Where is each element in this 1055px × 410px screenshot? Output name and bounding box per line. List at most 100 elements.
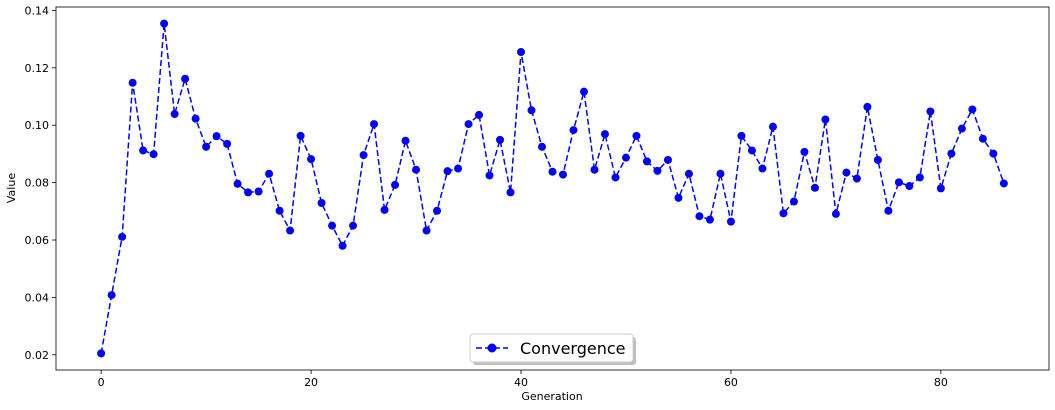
data-point (317, 198, 326, 207)
data-point (328, 221, 337, 230)
data-point (254, 187, 263, 196)
data-point (695, 212, 704, 221)
data-point (422, 226, 431, 235)
data-point (307, 155, 316, 164)
data-point (370, 120, 379, 129)
data-point (380, 205, 389, 214)
data-point (443, 167, 452, 176)
data-point (947, 149, 956, 158)
data-point (160, 19, 169, 28)
data-point (653, 166, 662, 175)
data-point (726, 217, 735, 226)
data-point (202, 142, 211, 151)
data-points (97, 19, 1008, 358)
y-tick-label: 0.06 (25, 234, 50, 247)
data-point (863, 102, 872, 111)
data-point (97, 349, 106, 358)
data-point (286, 226, 295, 235)
legend-marker-sample (487, 343, 497, 353)
data-point (999, 179, 1008, 188)
x-axis-label: Generation (521, 390, 582, 403)
data-point (548, 167, 557, 176)
data-point (968, 105, 977, 114)
data-point (412, 165, 421, 174)
x-tick-label: 0 (98, 376, 105, 389)
data-point (538, 142, 546, 151)
data-point (579, 87, 588, 96)
data-point (454, 164, 463, 173)
data-point (905, 182, 914, 191)
y-tick-label: 0.04 (25, 291, 50, 304)
data-point (674, 193, 683, 202)
y-tick-label: 0.08 (25, 177, 50, 190)
y-tick-label: 0.10 (25, 119, 50, 132)
data-point (810, 183, 819, 192)
data-point (464, 120, 473, 129)
data-point (433, 206, 442, 215)
data-point (212, 132, 221, 141)
data-point (611, 173, 620, 182)
data-point (107, 291, 116, 300)
data-point (265, 169, 274, 178)
data-point (989, 149, 998, 158)
data-point (590, 165, 599, 174)
data-point (705, 215, 714, 224)
data-point (296, 131, 305, 140)
plot-area-frame (55, 6, 1050, 371)
data-point (768, 122, 777, 131)
series-convergence (97, 19, 1008, 358)
data-point (632, 131, 641, 140)
x-tick-label: 40 (514, 376, 528, 389)
data-point (181, 74, 190, 83)
data-point (569, 126, 578, 135)
data-point (600, 130, 609, 139)
data-point (233, 179, 242, 188)
legend: Convergence (469, 333, 636, 365)
data-point (621, 153, 630, 162)
y-tick-label: 0.12 (25, 62, 50, 75)
data-point (223, 139, 232, 148)
data-point (170, 110, 179, 119)
data-point (852, 174, 861, 183)
data-point (747, 146, 756, 155)
data-point (496, 135, 505, 144)
data-point (149, 150, 158, 159)
data-point (915, 173, 924, 182)
legend-label-convergence: Convergence (520, 339, 626, 358)
data-point (926, 107, 935, 116)
data-point (957, 124, 966, 133)
data-point (789, 197, 798, 206)
data-point (244, 188, 253, 197)
data-point (401, 136, 410, 145)
data-point (506, 188, 515, 197)
data-point (779, 209, 788, 218)
legend-box (469, 333, 634, 363)
data-point (894, 178, 903, 187)
data-point (517, 48, 526, 57)
y-axis-ticks: 0.02 0.04 0.06 0.08 0.10 0.12 0.14 (25, 4, 56, 362)
y-tick-label: 0.14 (25, 4, 50, 17)
data-point (642, 157, 651, 166)
data-point (831, 209, 840, 218)
data-point (884, 206, 893, 215)
data-point (128, 78, 137, 87)
data-point (139, 146, 148, 155)
data-point (275, 206, 284, 215)
x-tick-label: 80 (934, 376, 948, 389)
y-tick-label: 0.02 (25, 349, 50, 362)
data-point (842, 168, 851, 177)
data-point (758, 164, 767, 173)
data-point (737, 131, 746, 140)
data-point (349, 221, 358, 230)
data-point (936, 184, 945, 193)
x-tick-label: 60 (724, 376, 738, 389)
data-point (716, 169, 725, 178)
data-point (559, 170, 567, 179)
data-point (191, 114, 200, 123)
data-point (663, 155, 672, 164)
data-point (391, 180, 400, 189)
data-point (821, 115, 830, 124)
data-point (873, 155, 882, 164)
data-point (475, 110, 484, 119)
